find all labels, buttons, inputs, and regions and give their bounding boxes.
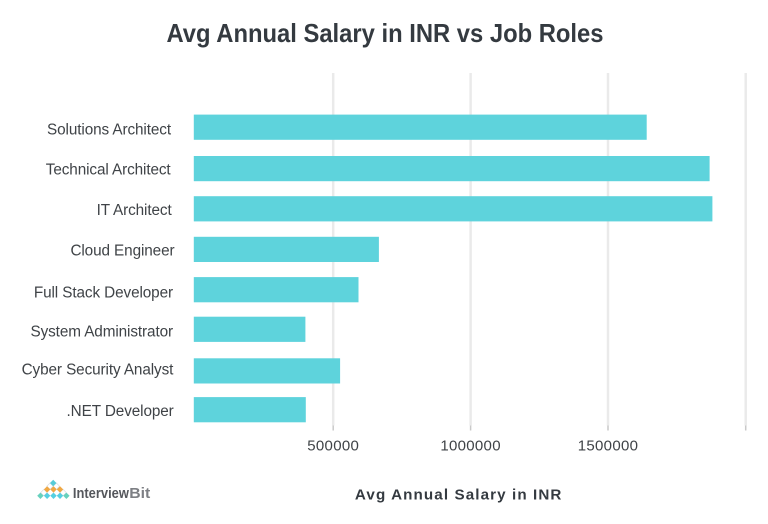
- svg-text:Cloud Engineer: Cloud Engineer: [70, 243, 174, 260]
- svg-text:Bit: Bit: [129, 486, 150, 502]
- svg-text:Technical Architect: Technical Architect: [46, 162, 172, 179]
- svg-text:Avg Annual Salary in INR: Avg Annual Salary in INR: [355, 487, 563, 504]
- svg-text:IT Architect: IT Architect: [97, 202, 173, 219]
- svg-text:1500000: 1500000: [578, 438, 639, 455]
- svg-text:500000: 500000: [307, 438, 359, 455]
- svg-text:Solutions Architect: Solutions Architect: [47, 122, 172, 139]
- svg-text:Cyber Security Analyst: Cyber Security Analyst: [22, 362, 175, 379]
- svg-text:1000000: 1000000: [440, 438, 501, 455]
- svg-text:Avg Annual Salary in INR vs Jo: Avg Annual Salary in INR vs Job Roles: [167, 20, 604, 48]
- svg-text:Interview: Interview: [73, 486, 130, 502]
- svg-text:Full Stack Developer: Full Stack Developer: [34, 285, 173, 302]
- svg-text:System Administrator: System Administrator: [30, 324, 173, 341]
- svg-text:.NET Developer: .NET Developer: [67, 403, 174, 420]
